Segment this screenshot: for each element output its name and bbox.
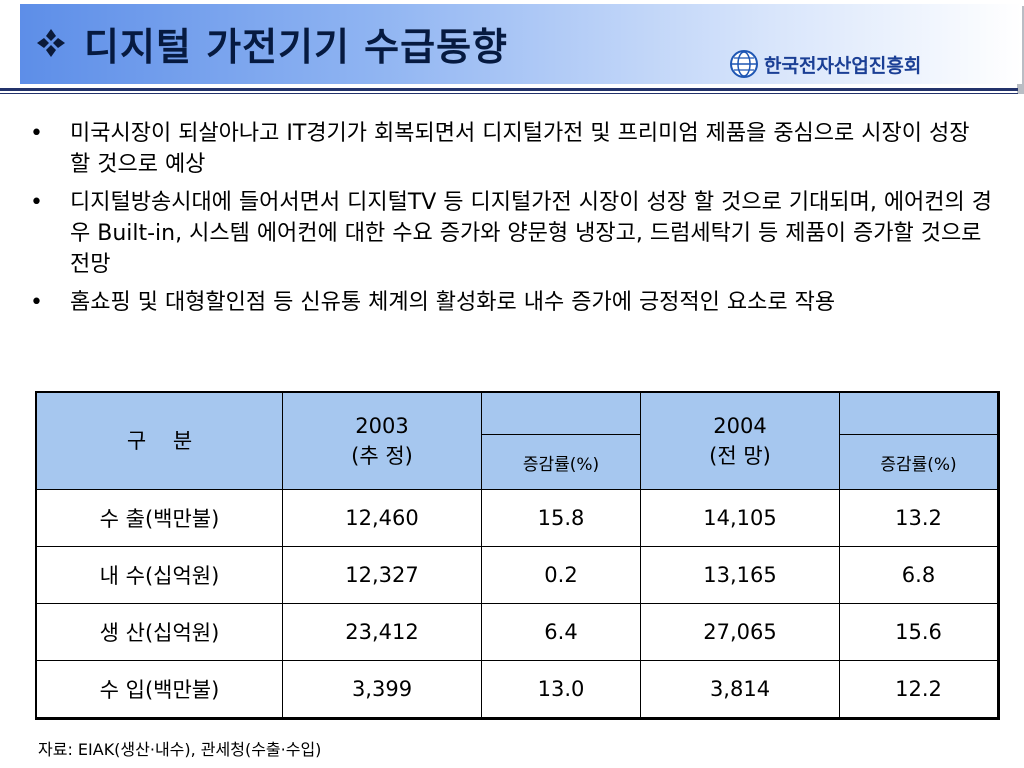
table-row: 수 입(백만불) 3,399 13.0 3,814 12.2 xyxy=(36,660,998,718)
header-category: 구 분 xyxy=(36,392,283,490)
table-row: 수 출(백만불) 12,460 15.8 14,105 13.2 xyxy=(36,489,998,547)
slide-title-row: 디지털 가전기기 수급동향 xyxy=(34,18,509,69)
bullet-text: 미국시장이 되살아나고 IT경기가 회복되면서 디지털가전 및 프리미엄 제품을… xyxy=(70,121,970,177)
title-band xyxy=(20,4,1022,84)
value-2003: 12,460 xyxy=(282,489,482,547)
value-2004: 14,105 xyxy=(640,489,840,547)
source-note: 자료: EIAK(생산·내수), 관세청(수출·수입) xyxy=(38,740,322,759)
bullet-item: • 디지털방송시대에 들어서면서 디지털TV 등 디지털가전 시장이 성장 할 … xyxy=(28,187,994,280)
bullet-text: 디지털방송시대에 들어서면서 디지털TV 등 디지털가전 시장이 성장 할 것으… xyxy=(70,190,993,277)
row-label: 생 산(십억원) xyxy=(36,603,283,661)
organization-name: 한국전자산업진흥회 xyxy=(764,54,922,77)
bullet-text: 홈쇼핑 및 대형할인점 등 신유통 체계의 활성화로 내수 증가에 긍정적인 요… xyxy=(70,290,836,315)
rate-2004: 12.2 xyxy=(839,660,998,718)
rate-2004: 13.2 xyxy=(839,489,998,547)
rate-2004: 15.6 xyxy=(839,603,998,661)
header-blank-cell xyxy=(839,392,998,435)
globe-logo-icon xyxy=(730,50,758,78)
bullet-marker: • xyxy=(30,290,43,315)
supply-demand-table: 구 분 2003 (추 정) 2004 (전 망) 증감률(%) 증감률(%) … xyxy=(36,392,998,718)
rate-2003: 15.8 xyxy=(481,489,641,547)
title-divider xyxy=(0,88,1018,91)
organization-logo: 한국전자산업진흥회 xyxy=(730,50,921,78)
row-label: 수 출(백만불) xyxy=(36,489,283,547)
bullet-marker: • xyxy=(30,190,43,215)
bullet-marker: • xyxy=(30,121,43,146)
header-blank-cell xyxy=(481,392,641,435)
table-row: 생 산(십억원) 23,412 6.4 27,065 15.6 xyxy=(36,603,998,661)
rate-2004: 6.8 xyxy=(839,546,998,604)
header-growth-rate-2004: 증감률(%) xyxy=(839,434,998,490)
rate-2003: 0.2 xyxy=(481,546,641,604)
header-year-2003: 2003 (추 정) xyxy=(282,392,482,490)
rate-2003: 6.4 xyxy=(481,603,641,661)
value-2003: 3,399 xyxy=(282,660,482,718)
slide-title: 디지털 가전기기 수급동향 xyxy=(84,24,509,69)
title-divider-thin xyxy=(0,93,1018,94)
value-2004: 3,814 xyxy=(640,660,840,718)
four-diamond-icon xyxy=(34,26,68,60)
row-label: 수 입(백만불) xyxy=(36,660,283,718)
value-2003: 23,412 xyxy=(282,603,482,661)
value-2003: 12,327 xyxy=(282,546,482,604)
rate-2003: 13.0 xyxy=(481,660,641,718)
row-label: 내 수(십억원) xyxy=(36,546,283,604)
bullet-list: • 미국시장이 되살아나고 IT경기가 회복되면서 디지털가전 및 프리미엄 제… xyxy=(28,118,994,325)
header-growth-rate-2003: 증감률(%) xyxy=(481,434,641,490)
value-2004: 13,165 xyxy=(640,546,840,604)
table-row: 내 수(십억원) 12,327 0.2 13,165 6.8 xyxy=(36,546,998,604)
header-year-2004: 2004 (전 망) xyxy=(640,392,840,490)
value-2004: 27,065 xyxy=(640,603,840,661)
bullet-item: • 미국시장이 되살아나고 IT경기가 회복되면서 디지털가전 및 프리미엄 제… xyxy=(28,118,994,180)
bullet-item: • 홈쇼핑 및 대형할인점 등 신유통 체계의 활성화로 내수 증가에 긍정적인… xyxy=(28,287,994,318)
